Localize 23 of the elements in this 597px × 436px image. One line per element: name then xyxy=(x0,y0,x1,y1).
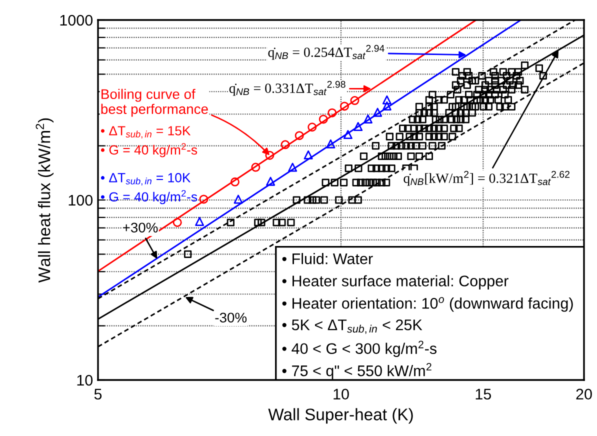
annotation: • 40 < G < 300 kg/m$^{2}$-s xyxy=(282,340,437,358)
annotation: q̇$_{NB}$[kW/m$^{2}$] = 0.321ΔT$_{sat}$$^{2.62}$ xyxy=(404,170,570,186)
annotation: Boiling curve of best performance xyxy=(101,88,208,117)
annotation: +30% xyxy=(122,222,158,233)
annotation: • Fluid: Water xyxy=(282,253,373,264)
annotation: q̇$_{NB}$ = 0.254ΔT$_{sat}$$^{2.94}$ xyxy=(268,44,384,60)
annotation: • Heater surface material: Copper xyxy=(282,275,508,290)
annotation: q̇$_{NB}$ = 0.331ΔT$_{sat}$$^{2.98}$ xyxy=(229,80,346,96)
x-tick-label: 10 xyxy=(334,388,349,400)
x-axis-title: Wall Super-heat (K) xyxy=(268,408,413,424)
x-tick-label: 20 xyxy=(576,388,592,400)
x-tick-label: 15 xyxy=(476,388,492,400)
annotation: -30% xyxy=(215,312,247,323)
annotation: • Heater orientation: 10$^{o}$ (downward facing) xyxy=(282,297,573,312)
annotation: • 5K < ΔT$_{sub,in}$ < 25K xyxy=(282,319,422,334)
y-axis-title: Wall heat flux (kW/m$^{2}$) xyxy=(36,118,54,283)
x-tick-label: 5 xyxy=(94,388,102,400)
series-label: • ΔT$_{sub,in}$ = 10K • G = 40 kg/m$^{2}$-s xyxy=(100,173,198,204)
text: • ΔT$_{sub,in}$ = 15K • G = 40 kg/m$^{2}$-s xyxy=(100,126,198,158)
annotation: • 75 < q" < 550 kW/m$^{2}$ xyxy=(282,362,432,380)
y-tick-label: 100 xyxy=(68,194,93,206)
y-tick-label: 1000 xyxy=(60,14,93,26)
y-tick-label: 10 xyxy=(77,374,93,386)
